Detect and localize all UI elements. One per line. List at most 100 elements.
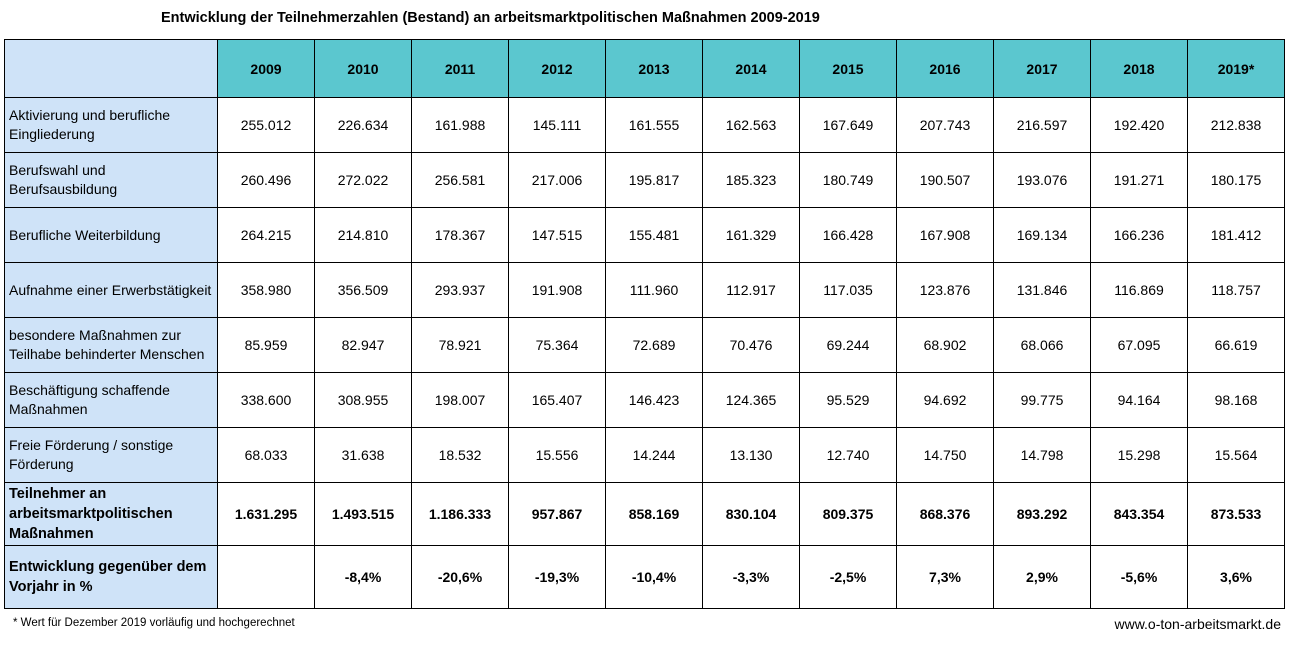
value-cell: 7,3% <box>896 545 994 609</box>
value-cell: 957.867 <box>508 482 606 546</box>
year-header: 2010 <box>314 39 412 98</box>
value-cell: 217.006 <box>508 152 606 208</box>
value-cell: 212.838 <box>1187 97 1285 153</box>
value-cell <box>217 545 315 609</box>
value-cell: 167.908 <box>896 207 994 263</box>
value-cell: 1.631.295 <box>217 482 315 546</box>
header-row: 2009 2010 2011 2012 2013 2014 2015 2016 … <box>4 39 1285 98</box>
value-cell: 155.481 <box>605 207 703 263</box>
value-cell: 78.921 <box>411 317 509 373</box>
value-cell: -3,3% <box>702 545 800 609</box>
value-cell: 308.955 <box>314 372 412 428</box>
value-cell: 178.367 <box>411 207 509 263</box>
value-cell: 166.236 <box>1090 207 1188 263</box>
value-cell: 193.076 <box>993 152 1091 208</box>
value-cell: 14.798 <box>993 427 1091 483</box>
table-row: Freie Förderung / sonstige Förderung 68.0… <box>4 427 1285 483</box>
value-cell: 145.111 <box>508 97 606 153</box>
value-cell: 166.428 <box>799 207 897 263</box>
value-cell: 94.164 <box>1090 372 1188 428</box>
value-cell: 255.012 <box>217 97 315 153</box>
value-cell: 70.476 <box>702 317 800 373</box>
table-row: Berufliche Weiterbildung 264.215 214.810 17… <box>4 207 1285 263</box>
value-cell: 68.033 <box>217 427 315 483</box>
value-cell: 181.412 <box>1187 207 1285 263</box>
value-cell: 12.740 <box>799 427 897 483</box>
table-row: Beschäftigung schaffende Maßnahmen 338.60… <box>4 372 1285 428</box>
value-cell: -2,5% <box>799 545 897 609</box>
value-cell: 69.244 <box>799 317 897 373</box>
value-cell: 118.757 <box>1187 262 1285 318</box>
value-cell: 72.689 <box>605 317 703 373</box>
value-cell: 2,9% <box>993 545 1091 609</box>
year-header: 2015 <box>799 39 897 98</box>
year-header: 2012 <box>508 39 606 98</box>
value-cell: 85.959 <box>217 317 315 373</box>
value-cell: 264.215 <box>217 207 315 263</box>
value-cell: 13.130 <box>702 427 800 483</box>
value-cell: -10,4% <box>605 545 703 609</box>
value-cell: 15.564 <box>1187 427 1285 483</box>
value-cell: 216.597 <box>993 97 1091 153</box>
value-cell: 66.619 <box>1187 317 1285 373</box>
value-cell: 161.988 <box>411 97 509 153</box>
value-cell: 82.947 <box>314 317 412 373</box>
value-cell: 1.186.333 <box>411 482 509 546</box>
value-cell: 256.581 <box>411 152 509 208</box>
row-label: Aufnahme einer Erwerbstätigkeit <box>4 262 218 318</box>
value-cell: 15.298 <box>1090 427 1188 483</box>
participants-table: 2009 2010 2011 2012 2013 2014 2015 2016 … <box>4 39 1285 609</box>
value-cell: 68.902 <box>896 317 994 373</box>
value-cell: 190.507 <box>896 152 994 208</box>
value-cell: -8,4% <box>314 545 412 609</box>
value-cell: 180.175 <box>1187 152 1285 208</box>
value-cell: 830.104 <box>702 482 800 546</box>
value-cell: -20,6% <box>411 545 509 609</box>
value-cell: 14.750 <box>896 427 994 483</box>
value-cell: 195.817 <box>605 152 703 208</box>
row-label: Entwicklung gegenüber dem Vorjahr in % <box>4 545 218 609</box>
year-header: 2011 <box>411 39 509 98</box>
value-cell: 161.329 <box>702 207 800 263</box>
value-cell: 873.533 <box>1187 482 1285 546</box>
row-label: Beschäftigung schaffende Maßnahmen <box>4 372 218 428</box>
value-cell: -5,6% <box>1090 545 1188 609</box>
value-cell: 15.556 <box>508 427 606 483</box>
value-cell: 14.244 <box>605 427 703 483</box>
value-cell: 131.846 <box>993 262 1091 318</box>
value-cell: 185.323 <box>702 152 800 208</box>
value-cell: 260.496 <box>217 152 315 208</box>
value-cell: 180.749 <box>799 152 897 208</box>
value-cell: 67.095 <box>1090 317 1188 373</box>
value-cell: 191.908 <box>508 262 606 318</box>
row-label: Berufswahl und Berufsausbildung <box>4 152 218 208</box>
value-cell: 31.638 <box>314 427 412 483</box>
value-cell: 893.292 <box>993 482 1091 546</box>
row-label: Freie Förderung / sonstige Förderung <box>4 427 218 483</box>
value-cell: 3,6% <box>1187 545 1285 609</box>
value-cell: 112.917 <box>702 262 800 318</box>
value-cell: 1.493.515 <box>314 482 412 546</box>
year-header: 2013 <box>605 39 703 98</box>
value-cell: 146.423 <box>605 372 703 428</box>
row-label: besondere Maßnahmen zur Teilhabe behinde… <box>4 317 218 373</box>
year-header: 2019* <box>1187 39 1285 98</box>
value-cell: 868.376 <box>896 482 994 546</box>
table-row: Aktivierung und berufliche Eingliederung… <box>4 97 1285 153</box>
year-header: 2014 <box>702 39 800 98</box>
value-cell: 167.649 <box>799 97 897 153</box>
year-header: 2016 <box>896 39 994 98</box>
value-cell: 338.600 <box>217 372 315 428</box>
value-cell: 214.810 <box>314 207 412 263</box>
year-header: 2009 <box>217 39 315 98</box>
table-row: besondere Maßnahmen zur Teilhabe behinde… <box>4 317 1285 373</box>
table-row: Berufswahl und Berufsausbildung 260.496 27… <box>4 152 1285 208</box>
value-cell: 94.692 <box>896 372 994 428</box>
value-cell: 858.169 <box>605 482 703 546</box>
value-cell: 98.168 <box>1187 372 1285 428</box>
value-cell: 226.634 <box>314 97 412 153</box>
source-url: www.o-ton-arbeitsmarkt.de <box>1114 616 1281 632</box>
year-header: 2018 <box>1090 39 1188 98</box>
value-cell: 358.980 <box>217 262 315 318</box>
value-cell: 95.529 <box>799 372 897 428</box>
